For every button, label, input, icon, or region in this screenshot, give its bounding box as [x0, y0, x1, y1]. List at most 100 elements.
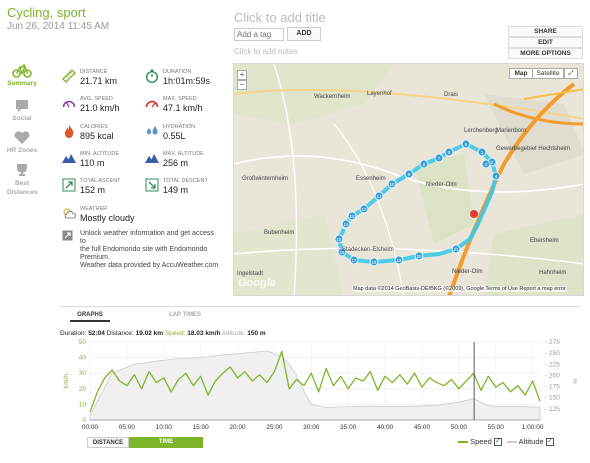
- sidenav-hr-zones[interactable]: HR Zones: [0, 131, 44, 154]
- route-marker[interactable]: [341, 219, 351, 229]
- summary-value: 19.02 km: [135, 330, 164, 337]
- route-marker-label: 16: [339, 250, 345, 255]
- legend-label: Speed: [470, 437, 492, 446]
- legend-speed[interactable]: Speed ✓: [458, 437, 502, 447]
- promo-line: Premium.: [80, 254, 110, 261]
- zoom-in-button[interactable]: +: [237, 70, 247, 80]
- map-view-button[interactable]: Map: [509, 68, 533, 79]
- route-marker[interactable]: [359, 204, 369, 214]
- share-button[interactable]: SHARE: [508, 26, 583, 37]
- route-marker-label: 4: [495, 174, 498, 179]
- route-marker[interactable]: [404, 169, 414, 179]
- tab-graphs[interactable]: GRAPHS: [70, 308, 110, 322]
- route-marker[interactable]: [347, 211, 357, 221]
- route-marker[interactable]: [491, 171, 501, 181]
- x-tick-label: 10:00: [156, 424, 173, 431]
- weather-promo[interactable]: Unlock weather information and get acces…: [80, 230, 220, 270]
- route-marker[interactable]: [349, 255, 359, 265]
- route-marker[interactable]: [369, 257, 379, 267]
- arrow-down-right-icon: [145, 178, 159, 192]
- graph-panel: [60, 306, 580, 454]
- weather-label: WEATHER: [80, 206, 108, 212]
- route-marker-label: 21: [453, 247, 459, 252]
- y2-tick-label: - 175: [545, 384, 560, 391]
- stat-value: 149 m: [163, 185, 189, 195]
- stat-label: HYDRATION: [163, 124, 195, 130]
- route-marker[interactable]: [477, 147, 487, 157]
- heart-icon: [14, 131, 30, 144]
- stat-value: 256 m: [163, 158, 189, 168]
- promo-line: the full Endomondo site with Endomondo: [80, 246, 208, 253]
- route-marker[interactable]: [451, 244, 461, 254]
- speed-altitude-chart[interactable]: 0 10 20 30 40 50 - 125 - 150 - 175 - 200 - 225 - 25…: [58, 338, 580, 436]
- stat-value: 152 m: [80, 185, 106, 195]
- flame-icon: [64, 125, 74, 138]
- stat-label: DISTANCE: [80, 69, 108, 75]
- route-marker[interactable]: [434, 153, 444, 163]
- mountain-icon: [145, 154, 159, 163]
- stat-label: MAX. ALTITUDE: [163, 151, 204, 157]
- summary-value: 18.03 km/h: [187, 330, 221, 337]
- route-marker[interactable]: [419, 159, 429, 169]
- y-axis-label: km/h: [63, 374, 70, 388]
- add-title-link[interactable]: Click to add title: [234, 10, 326, 25]
- fullscreen-button[interactable]: ⤢: [564, 68, 578, 79]
- speedometer-max-icon: [145, 100, 159, 108]
- route-marker-label: 2: [491, 160, 494, 165]
- route-marker[interactable]: [374, 191, 384, 201]
- route-marker[interactable]: [481, 159, 491, 169]
- stat-label: MIN. ALTITUDE: [80, 151, 120, 157]
- route-marker[interactable]: [387, 179, 397, 189]
- legend-swatch: [458, 441, 468, 444]
- route-marker[interactable]: [444, 147, 454, 157]
- route-marker[interactable]: [337, 247, 347, 257]
- x-tick-label: 35:00: [340, 424, 357, 431]
- google-logo: Google: [238, 277, 276, 289]
- route-marker-label: 11: [377, 194, 382, 199]
- y-tick-label: 50: [79, 339, 87, 346]
- satellite-view-button[interactable]: Satellite: [532, 68, 564, 79]
- checkbox-speed[interactable]: ✓: [493, 438, 502, 447]
- tab-lap-times[interactable]: LAP TIMES: [169, 312, 201, 318]
- x-tick-label: 20:00: [229, 424, 246, 431]
- add-notes-link[interactable]: Click to add notes: [234, 47, 298, 56]
- stat-value: 21.71 km: [80, 76, 118, 86]
- route-marker[interactable]: [461, 139, 471, 149]
- sidenav-best-distances[interactable]: Best Distances: [0, 163, 44, 197]
- town-label: Essenheim: [356, 176, 386, 182]
- town-label: Gewerbegebiet Hechtsheim: [496, 146, 571, 152]
- cloud-sun-icon: [63, 208, 76, 219]
- town-label: Ebersheim: [530, 238, 559, 244]
- add-tag-button[interactable]: ADD: [287, 27, 321, 41]
- x-tick-label: 00:00: [82, 424, 99, 431]
- route-marker[interactable]: [334, 234, 344, 244]
- legend-altitude[interactable]: Altitude ✓: [507, 437, 554, 447]
- toggle-time-button[interactable]: TIME: [129, 437, 203, 448]
- route-map[interactable]: 1 2 3 4 5 6 7 8 9 10 11 12 13 14 15 16 17 18 19 20 21 + − Ma…: [233, 63, 584, 296]
- town-label: Layenhof: [367, 91, 392, 97]
- zoom-out-button[interactable]: −: [237, 80, 247, 90]
- y-tick-label: 20: [79, 386, 87, 393]
- legend-swatch: [507, 441, 517, 444]
- sidenav-social[interactable]: Social: [0, 99, 44, 122]
- more-options-button[interactable]: MORE OPTIONS: [508, 48, 583, 59]
- route-marker[interactable]: [414, 251, 424, 261]
- sidenav-label: Summary: [7, 80, 37, 87]
- town-label: Stadecken-Elsheim: [342, 247, 394, 253]
- sidenav-summary[interactable]: Summary: [0, 64, 44, 87]
- premium-icon: [62, 230, 73, 241]
- stat-value: 0.55L: [163, 131, 186, 141]
- tag-input[interactable]: [234, 28, 284, 41]
- stat-value: 47.1 km/h: [163, 103, 203, 113]
- checkbox-altitude[interactable]: ✓: [545, 438, 554, 447]
- edit-button[interactable]: EDIT: [508, 37, 583, 48]
- summary-value: 150 m: [247, 330, 266, 337]
- stopwatch-icon: [146, 69, 158, 83]
- speed-line: [89, 350, 541, 413]
- fullscreen-icon: ⤢: [568, 70, 574, 77]
- route-marker[interactable]: [394, 255, 404, 265]
- toggle-distance-button[interactable]: DISTANCE: [87, 437, 129, 448]
- drops-icon: [147, 126, 158, 135]
- route-marker-label: 17: [351, 258, 357, 263]
- map-attribution[interactable]: Map data ©2014 GeoBasis-DE/BKG (©2009), …: [352, 286, 567, 292]
